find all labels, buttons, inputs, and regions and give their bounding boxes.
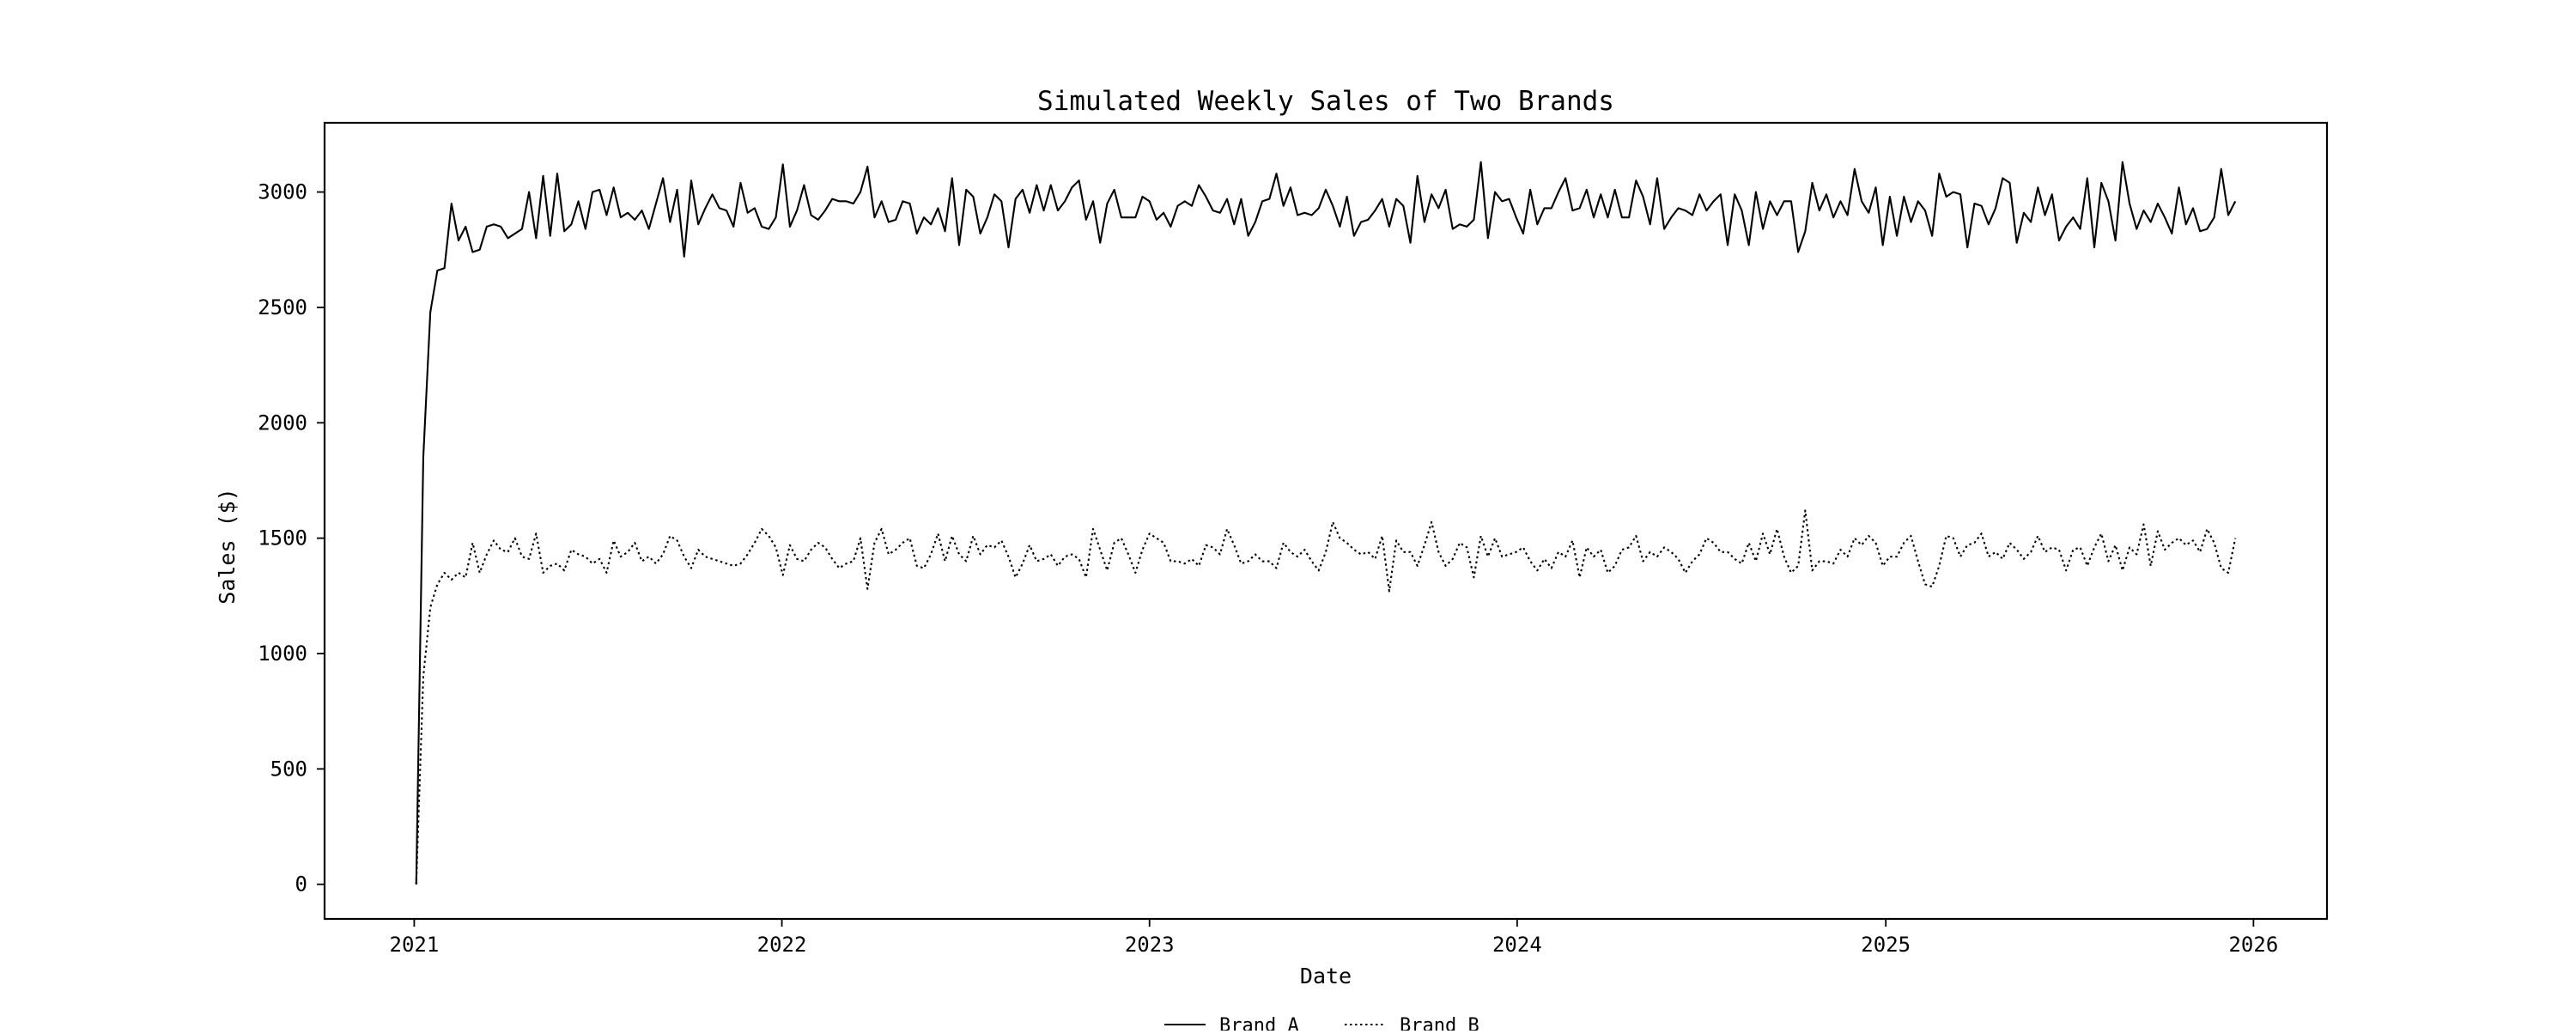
- y-tick-label: 2500: [258, 295, 307, 319]
- x-axis: 2021 2022 2023 2024 2025 2026: [390, 919, 2278, 957]
- y-tick-label: 1000: [258, 642, 307, 666]
- x-tick-label: 2023: [1125, 933, 1175, 957]
- series-layer: [415, 161, 2237, 885]
- legend: Brand A Brand B: [1164, 1015, 1479, 1034]
- x-tick-label: 2024: [1492, 933, 1542, 957]
- y-axis-label: Sales ($): [215, 488, 240, 604]
- x-tick-label: 2022: [757, 933, 807, 957]
- y-tick-label: 0: [295, 873, 307, 897]
- y-tick-label: 1500: [258, 526, 307, 550]
- plot-area-frame: [323, 121, 2329, 921]
- series-line-brand-a: [415, 161, 2237, 885]
- y-tick-label: 500: [270, 757, 307, 781]
- legend-label-brand-a: Brand A: [1219, 1015, 1299, 1031]
- chart-title: Simulated Weekly Sales of Two Brands: [1037, 86, 1614, 117]
- y-tick-label: 3000: [258, 180, 307, 204]
- x-tick-label: 2025: [1861, 933, 1911, 957]
- x-tick-label: 2026: [2228, 933, 2278, 957]
- legend-label-brand-b: Brand B: [1400, 1015, 1479, 1031]
- x-axis-label: Date: [1300, 964, 1352, 988]
- x-tick-label: 2021: [390, 933, 440, 957]
- y-axis: 0 500 1000 1500 2000 2500 3000: [258, 180, 325, 897]
- y-tick-label: 2000: [258, 411, 307, 435]
